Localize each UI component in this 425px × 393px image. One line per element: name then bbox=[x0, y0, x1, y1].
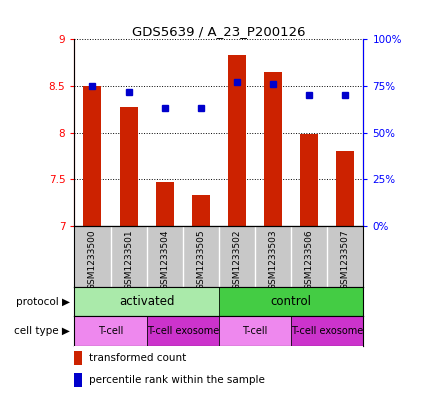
Bar bbox=[156, 182, 174, 226]
Text: GSM1233504: GSM1233504 bbox=[160, 229, 169, 290]
Text: GSM1233502: GSM1233502 bbox=[232, 229, 241, 290]
Text: cell type ▶: cell type ▶ bbox=[14, 326, 70, 336]
Text: T-cell exosome: T-cell exosome bbox=[147, 326, 219, 336]
Bar bbox=[336, 151, 354, 226]
Title: GDS5639 / A_23_P200126: GDS5639 / A_23_P200126 bbox=[132, 25, 306, 38]
Bar bbox=[291, 316, 363, 346]
Bar bbox=[219, 287, 363, 316]
Text: GSM1233507: GSM1233507 bbox=[341, 229, 350, 290]
Bar bbox=[228, 55, 246, 226]
Bar bbox=[147, 316, 219, 346]
Bar bbox=[264, 72, 282, 226]
Text: T-cell exosome: T-cell exosome bbox=[291, 326, 363, 336]
Text: GSM1233505: GSM1233505 bbox=[196, 229, 205, 290]
Text: control: control bbox=[271, 295, 312, 308]
Text: transformed count: transformed count bbox=[89, 353, 186, 363]
Bar bbox=[74, 287, 219, 316]
Text: activated: activated bbox=[119, 295, 174, 308]
Bar bbox=[192, 195, 210, 226]
Text: T-cell: T-cell bbox=[98, 326, 123, 336]
Bar bbox=[119, 107, 138, 226]
Bar bbox=[74, 316, 147, 346]
Text: GSM1233503: GSM1233503 bbox=[269, 229, 278, 290]
Text: GSM1233506: GSM1233506 bbox=[305, 229, 314, 290]
Text: T-cell: T-cell bbox=[242, 326, 268, 336]
Bar bbox=[74, 351, 82, 365]
Text: protocol ▶: protocol ▶ bbox=[16, 297, 70, 307]
Text: GSM1233501: GSM1233501 bbox=[124, 229, 133, 290]
Bar bbox=[83, 86, 102, 226]
Bar bbox=[219, 316, 291, 346]
Bar bbox=[300, 134, 318, 226]
Text: GSM1233500: GSM1233500 bbox=[88, 229, 97, 290]
Bar bbox=[74, 373, 82, 387]
Text: percentile rank within the sample: percentile rank within the sample bbox=[89, 375, 265, 385]
